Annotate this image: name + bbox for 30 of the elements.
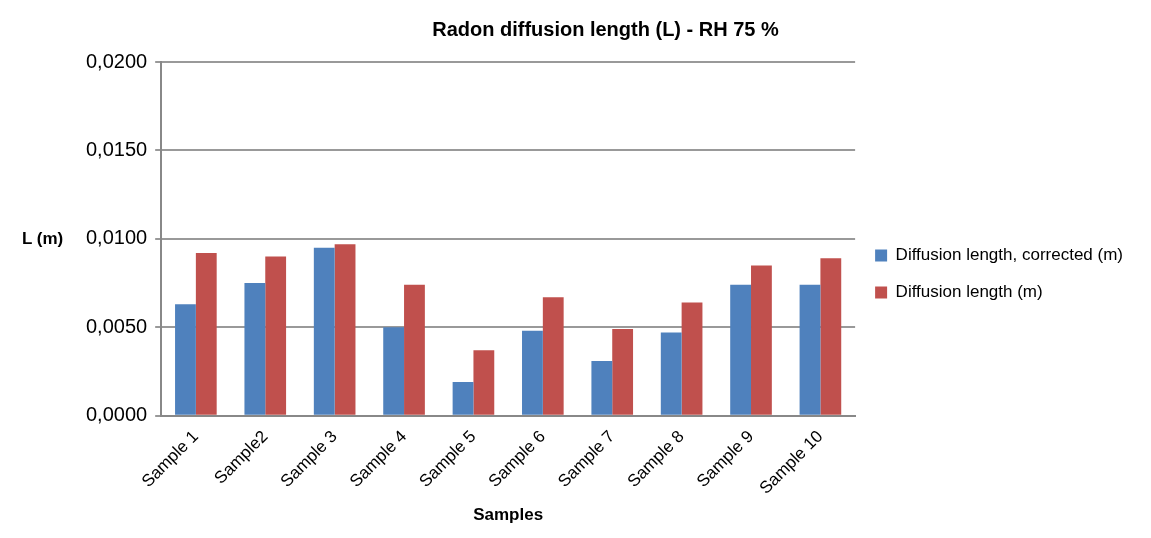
- bar: [612, 329, 634, 415]
- bar: [334, 244, 356, 415]
- bar: [522, 330, 543, 415]
- bar: [799, 284, 821, 415]
- legend-label: Diffusion length (m): [895, 282, 1043, 302]
- bar: [681, 302, 703, 415]
- y-tick-label: 0,0100: [86, 226, 148, 249]
- bar: [195, 253, 217, 415]
- chart-title: Radon diffusion length (L) - RH 75 %: [432, 17, 780, 40]
- bar: [473, 350, 495, 415]
- legend-label: Diffusion length, corrected (m): [895, 245, 1124, 265]
- bar: [244, 283, 266, 415]
- bar: [730, 284, 752, 415]
- bar: [383, 327, 405, 415]
- y-tick-label: 0,0150: [86, 137, 148, 160]
- y-tick-label: 0,0050: [86, 314, 148, 337]
- x-axis-title: Samples: [473, 505, 544, 525]
- bar: [751, 265, 772, 415]
- bar: [313, 247, 335, 415]
- bar: [452, 382, 474, 415]
- bar: [820, 258, 842, 415]
- bar: [591, 360, 613, 415]
- bar: [542, 297, 564, 415]
- y-tick-label: 0,0000: [86, 403, 148, 426]
- y-axis-title: L (m): [22, 228, 64, 248]
- bar: [660, 332, 682, 415]
- bar: [175, 304, 196, 415]
- bar: [404, 284, 425, 415]
- y-tick-label: 0,0200: [86, 49, 148, 72]
- bar: [265, 256, 287, 415]
